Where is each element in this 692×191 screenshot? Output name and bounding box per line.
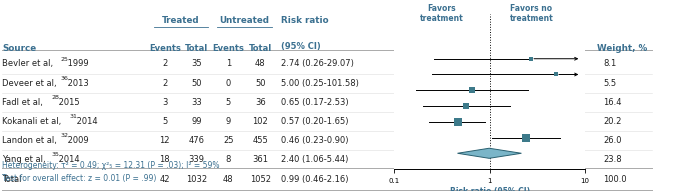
Text: 20.2: 20.2 <box>603 117 622 126</box>
Text: 35: 35 <box>51 152 60 157</box>
Text: 102: 102 <box>253 117 268 126</box>
Text: 99: 99 <box>191 117 202 126</box>
Text: 36: 36 <box>61 76 69 81</box>
Text: 2013: 2013 <box>64 79 89 88</box>
Text: 2.74 (0.26-29.07): 2.74 (0.26-29.07) <box>281 59 354 69</box>
Text: Total: Total <box>2 175 21 184</box>
Text: Treated: Treated <box>162 16 199 25</box>
Text: 12: 12 <box>159 136 170 145</box>
Text: 476: 476 <box>188 136 205 145</box>
Text: 0: 0 <box>226 79 231 88</box>
Text: 36: 36 <box>255 98 266 107</box>
Text: 25: 25 <box>61 57 69 62</box>
Text: 2: 2 <box>162 59 167 69</box>
Text: 0.46 (0.23-0.90): 0.46 (0.23-0.90) <box>281 136 349 145</box>
Text: 48: 48 <box>255 59 266 69</box>
Text: 5.5: 5.5 <box>603 79 617 88</box>
Text: Landon et al,: Landon et al, <box>2 136 57 145</box>
Text: Deveer et al,: Deveer et al, <box>2 79 57 88</box>
Text: Test for overall effect: z = 0.01 (P = .99): Test for overall effect: z = 0.01 (P = .… <box>2 174 156 183</box>
Text: 50: 50 <box>255 79 266 88</box>
Text: 9: 9 <box>226 117 231 126</box>
Text: 31: 31 <box>69 114 78 119</box>
Text: 48: 48 <box>223 175 234 184</box>
Text: 1032: 1032 <box>186 175 207 184</box>
Text: 8: 8 <box>226 155 231 164</box>
Text: 5.00 (0.25-101.58): 5.00 (0.25-101.58) <box>281 79 359 88</box>
Text: 32: 32 <box>61 133 69 138</box>
Text: 1052: 1052 <box>250 175 271 184</box>
Text: 2009: 2009 <box>64 136 89 145</box>
Text: Risk ratio: Risk ratio <box>281 16 329 25</box>
Text: 455: 455 <box>253 136 268 145</box>
Text: Heterogeneity: τ² = 0.49; χ²₅ = 12.31 (P = .03); I² = 59%: Heterogeneity: τ² = 0.49; χ²₅ = 12.31 (P… <box>2 161 219 170</box>
Text: Fadl et al,: Fadl et al, <box>2 98 43 107</box>
Text: Kokanali et al,: Kokanali et al, <box>2 117 62 126</box>
Text: (95% CI): (95% CI) <box>281 42 320 51</box>
Text: 18: 18 <box>159 155 170 164</box>
Text: 35: 35 <box>191 59 202 69</box>
Text: 2.40 (1.06-5.44): 2.40 (1.06-5.44) <box>281 155 348 164</box>
Text: 361: 361 <box>252 155 268 164</box>
Text: Weight, %: Weight, % <box>597 44 647 53</box>
Text: Events: Events <box>149 44 181 53</box>
Text: 26.0: 26.0 <box>603 136 622 145</box>
Text: 2014: 2014 <box>55 155 80 164</box>
Text: Untreated: Untreated <box>219 16 269 25</box>
Text: 1: 1 <box>226 59 231 69</box>
Text: Yang et al,: Yang et al, <box>2 155 46 164</box>
Text: Bevler et al,: Bevler et al, <box>2 59 53 69</box>
Text: 28: 28 <box>51 95 60 100</box>
Text: 2015: 2015 <box>55 98 80 107</box>
Text: 2014: 2014 <box>73 117 98 126</box>
Text: 100.0: 100.0 <box>603 175 627 184</box>
Text: 3: 3 <box>162 98 167 107</box>
X-axis label: Risk ratio (95% CI): Risk ratio (95% CI) <box>450 187 529 191</box>
Text: Events: Events <box>212 44 244 53</box>
Polygon shape <box>457 148 521 158</box>
Text: 8.1: 8.1 <box>603 59 617 69</box>
Text: 5: 5 <box>162 117 167 126</box>
Text: 5: 5 <box>226 98 231 107</box>
Text: 16.4: 16.4 <box>603 98 622 107</box>
Text: 23.8: 23.8 <box>603 155 622 164</box>
Text: 0.99 (0.46-2.16): 0.99 (0.46-2.16) <box>281 175 349 184</box>
Text: 339: 339 <box>188 155 205 164</box>
Text: 2: 2 <box>162 79 167 88</box>
Text: 42: 42 <box>159 175 170 184</box>
Text: Favors
treatment: Favors treatment <box>420 4 464 23</box>
Text: 25: 25 <box>223 136 234 145</box>
Text: Favors no
treatment: Favors no treatment <box>509 4 554 23</box>
Text: 50: 50 <box>191 79 202 88</box>
Text: Total: Total <box>248 44 272 53</box>
Text: 0.65 (0.17-2.53): 0.65 (0.17-2.53) <box>281 98 349 107</box>
Text: Total: Total <box>185 44 208 53</box>
Text: 0.57 (0.20-1.65): 0.57 (0.20-1.65) <box>281 117 349 126</box>
Text: 1999: 1999 <box>64 59 89 69</box>
Text: 33: 33 <box>191 98 202 107</box>
Text: Source: Source <box>2 44 36 53</box>
